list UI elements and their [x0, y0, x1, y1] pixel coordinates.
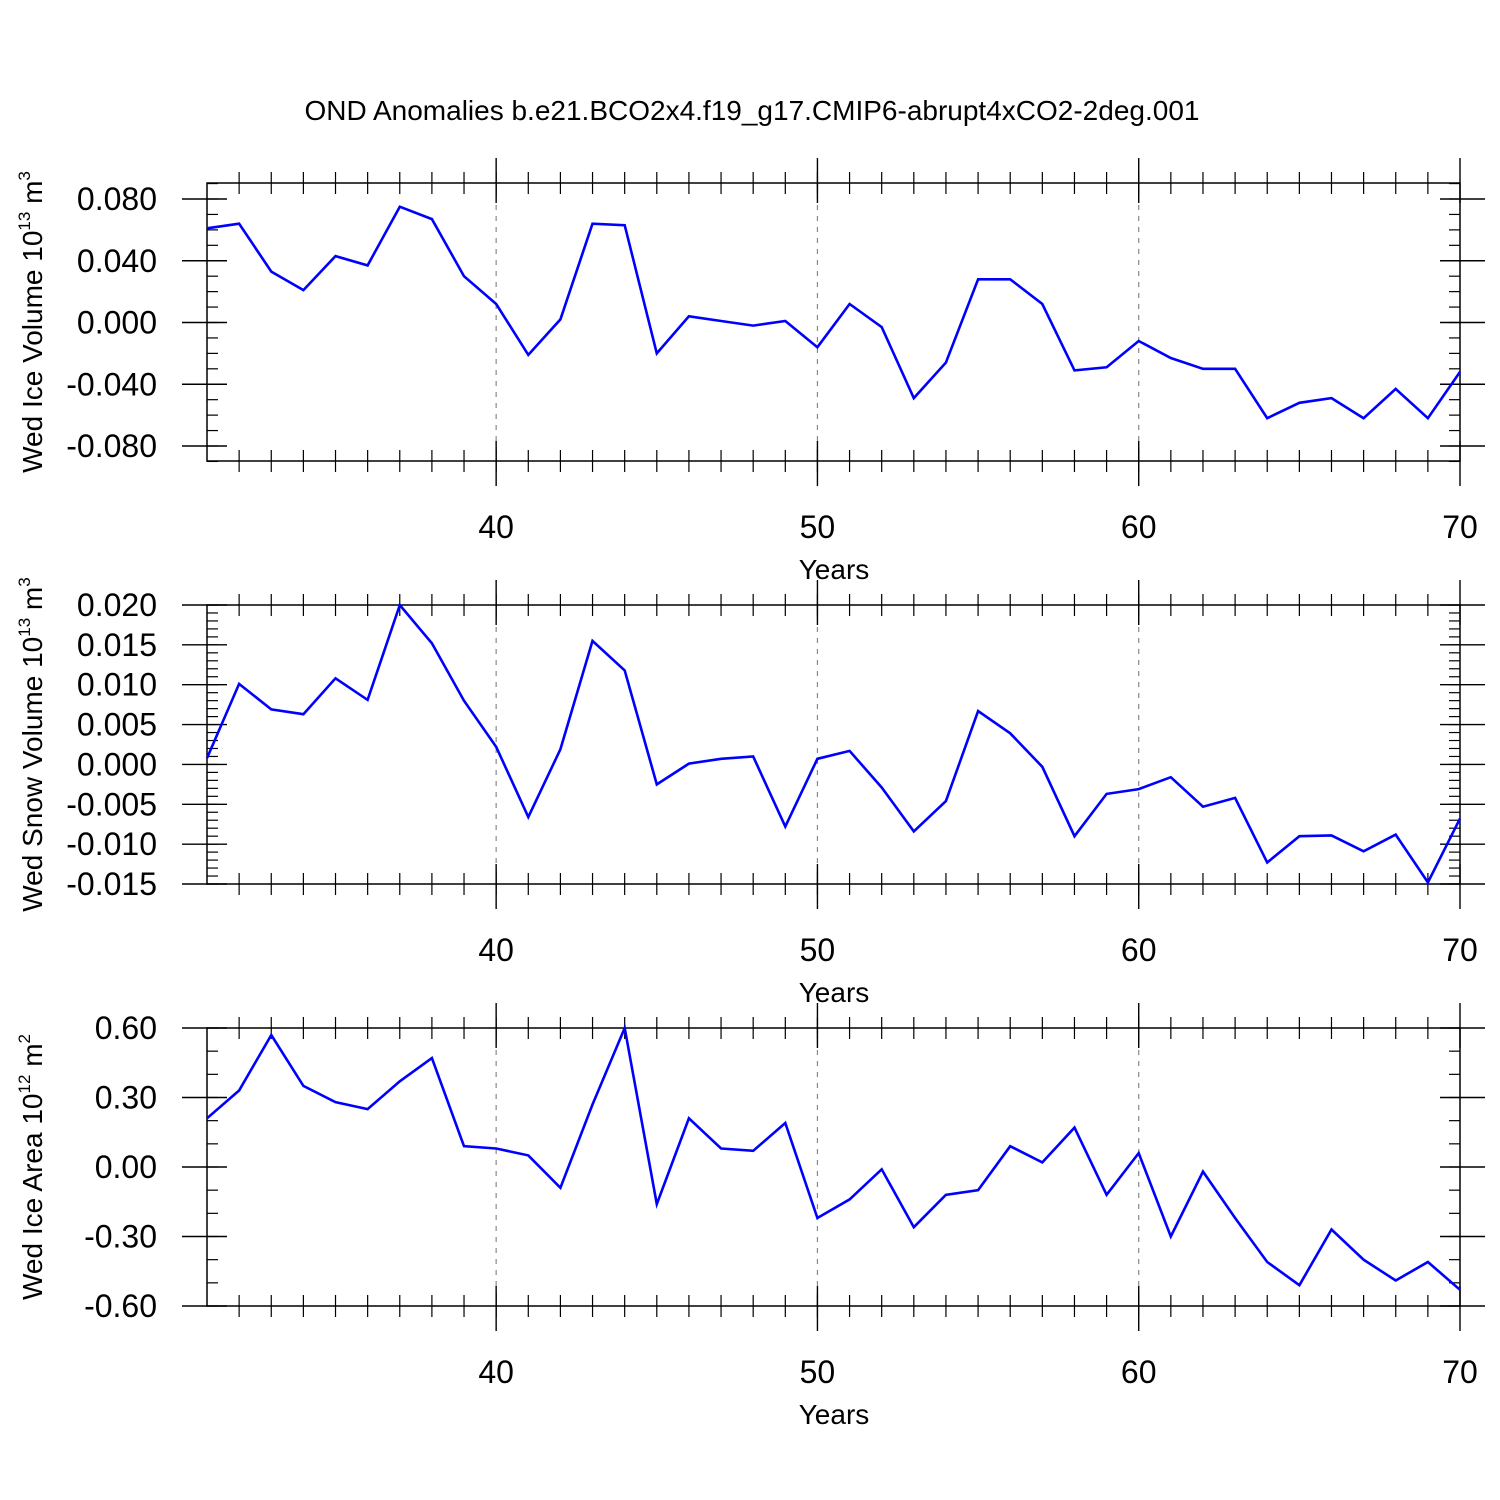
y-tick-label: 0.020 — [77, 587, 157, 623]
chart-title: OND Anomalies b.e21.BCO2x4.f19_g17.CMIP6… — [305, 95, 1200, 126]
y-label-text: Wed Ice Area 10 — [17, 1094, 48, 1301]
x-tick-label: 40 — [478, 1354, 514, 1390]
y-label-text: Wed Ice Volume 10 — [17, 231, 48, 473]
y-tick-label: 0.30 — [95, 1080, 157, 1116]
y-tick-label: -0.60 — [84, 1288, 157, 1324]
y-label-superscript: 12 — [15, 1075, 34, 1094]
series-line — [206, 205, 1462, 421]
x-tick-label: 70 — [1442, 932, 1478, 968]
series-line — [205, 602, 1462, 885]
y-label-superscript: 13 — [15, 212, 34, 231]
y-tick-label: -0.015 — [66, 866, 157, 902]
y-label-superscript: 2 — [15, 1034, 34, 1043]
x-tick-label: 50 — [800, 932, 836, 968]
x-tick-label: 60 — [1121, 509, 1157, 545]
y-label-superscript: 3 — [15, 171, 34, 180]
x-tick-label: 40 — [478, 509, 514, 545]
x-axis-label: Years — [799, 554, 870, 585]
y-tick-label: 0.015 — [77, 627, 157, 663]
y-tick-label: 0.000 — [77, 305, 157, 341]
panel-3: 0.60 0.30 0.00 -0.30 -0.60 40 50 60 70 Years Wed I… — [15, 1003, 1485, 1430]
y-tick-label: 0.040 — [77, 243, 157, 279]
y-tick-label: -0.30 — [84, 1219, 157, 1255]
x-tick-label: 70 — [1442, 1354, 1478, 1390]
panel-1: 0.080 0.040 0.000 -0.040 -0.080 40 50 60 70 Years… — [15, 158, 1485, 585]
y-tick-label: -0.040 — [66, 366, 157, 402]
x-axis-label: Years — [799, 1399, 870, 1430]
y-tick-label: 0.000 — [77, 746, 157, 782]
x-tick-label: 50 — [800, 1354, 836, 1390]
y-label-superscript: 3 — [15, 577, 34, 586]
y-axis-label: Wed Ice Volume 1013 m3 — [15, 171, 48, 473]
y-label-text: Wed Snow Volume 10 — [17, 637, 48, 912]
x-tick-label: 60 — [1121, 1354, 1157, 1390]
y-tick-label: -0.080 — [66, 428, 157, 464]
y-tick-label: 0.005 — [77, 707, 157, 743]
y-tick-label: -0.010 — [66, 826, 157, 862]
y-tick-label: 0.00 — [95, 1149, 157, 1185]
y-label-text: m — [17, 587, 48, 618]
y-tick-label: 0.010 — [77, 667, 157, 703]
plot-frame — [206, 604, 1461, 885]
x-tick-label: 40 — [478, 932, 514, 968]
y-tick-label: -0.005 — [66, 786, 157, 822]
x-tick-label: 60 — [1121, 932, 1157, 968]
y-tick-label: 0.080 — [77, 181, 157, 217]
y-label-superscript: 13 — [15, 618, 34, 637]
x-tick-label: 50 — [800, 509, 836, 545]
series-line — [206, 1023, 1461, 1291]
y-label-text: m — [17, 1043, 48, 1074]
y-tick-label: 0.60 — [95, 1010, 157, 1046]
y-axis-label: Wed Snow Volume 1013 m3 — [15, 577, 48, 911]
x-tick-label: 70 — [1442, 509, 1478, 545]
plot-frame — [206, 1027, 1461, 1307]
x-axis-label: Years — [799, 977, 870, 1008]
y-axis-label: Wed Ice Area 1012 m2 — [15, 1034, 48, 1300]
plot-frame — [206, 182, 1461, 462]
y-label-text: m — [17, 181, 48, 212]
